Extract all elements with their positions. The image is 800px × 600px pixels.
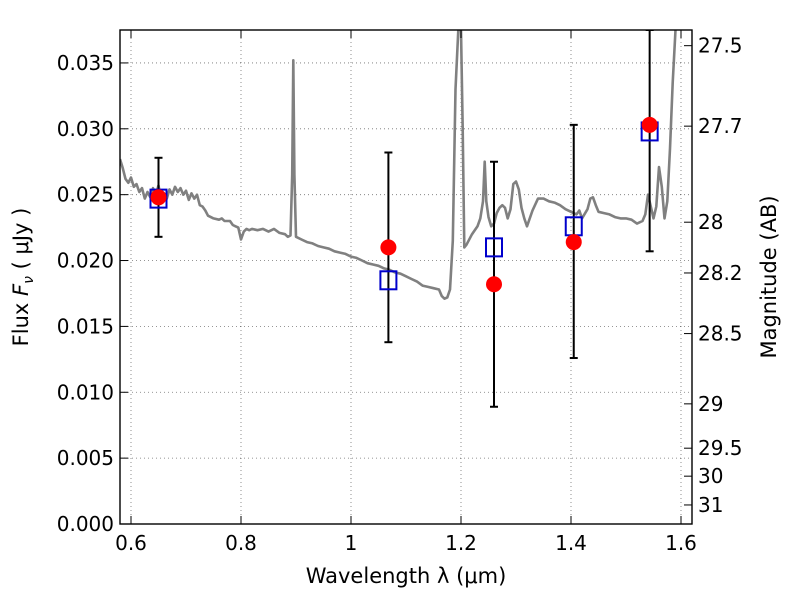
y2-tick-label: 28.5 [698,322,743,346]
y-tick-label: 0.020 [57,249,114,273]
y2-tick-label: 27.7 [698,114,743,138]
x-tick-label: 1.4 [555,531,587,555]
y2-tick-label: 28.2 [698,261,743,285]
y-tick-label: 0.005 [57,446,114,470]
spectrum-line [120,30,677,300]
axis-ticks: 0.6 0.8 1 1.2 1.4 1.6 0.000 0.005 0.010 0.015 0.02… [57,30,743,555]
x-tick-label: 1.2 [445,531,477,555]
y-axis-title: Flux Fν ( μJy ) [9,208,37,347]
y-tick-label: 0.035 [57,51,114,75]
y2-tick-label: 29 [698,392,723,416]
y-tick-label: 0.025 [57,183,114,207]
x-tick-label: 1 [345,531,358,555]
model-band-square [485,237,503,258]
x-tick-label: 1.6 [665,531,697,555]
plot-area [120,30,677,408]
y-tick-label: 0.030 [57,117,114,141]
y-tick-label: 0.010 [57,380,114,404]
plot-frame [119,29,693,525]
x-tick-label: 0.8 [225,531,257,555]
x-axis-title: Wavelength λ (μm) [306,564,507,588]
y2-tick-label: 30 [698,464,723,488]
y-axis-title-suffix: ( μJy ) [9,208,33,276]
y-axis-title-subscript: ν [21,276,37,284]
observed-point [486,276,502,293]
y-tick-label: 0.000 [57,512,114,536]
y2-axis-title: Magnitude (AB) [757,195,781,358]
y2-tick-label: 31 [698,493,723,517]
y2-tick-label: 29.5 [698,436,743,460]
x-tick-label: 0.6 [115,531,147,555]
y-axis-title-symbol: F [9,283,33,296]
model-band-square [379,270,398,291]
observed-point [380,239,397,256]
y-axis-title-prefix: Flux [9,296,33,346]
y2-tick-label: 27.5 [698,34,743,58]
observed-point [565,234,582,251]
observed-point [150,189,167,206]
observed-point [641,116,658,133]
y2-tick-label: 28 [698,210,723,234]
y-tick-label: 0.015 [57,314,114,338]
